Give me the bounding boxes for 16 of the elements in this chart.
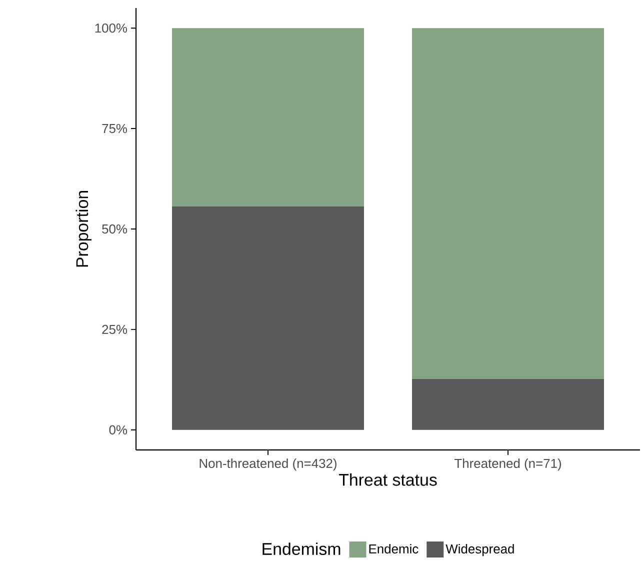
y-tick-label: 25%	[102, 324, 128, 334]
bar	[172, 28, 364, 206]
legend-title: Endemism	[262, 542, 340, 556]
legend-label: Widespread	[446, 544, 514, 556]
y-tick-label: 50%	[102, 224, 128, 234]
y-tick-label: 75%	[102, 124, 128, 134]
bar	[172, 206, 364, 430]
x-tick-label: Non-threatened (n=432)	[200, 458, 336, 471]
y-tick-label: 100%	[95, 23, 128, 33]
bar	[412, 28, 604, 379]
x-tick-label: Threatened (n=71)	[454, 458, 562, 471]
x-axis-title: Threat status	[338, 473, 437, 486]
legend-label: Endemic	[369, 544, 418, 554]
bar	[412, 378, 604, 430]
y-tick-label: 0%	[109, 425, 128, 434]
y-axis-title: Proportion	[76, 191, 92, 267]
